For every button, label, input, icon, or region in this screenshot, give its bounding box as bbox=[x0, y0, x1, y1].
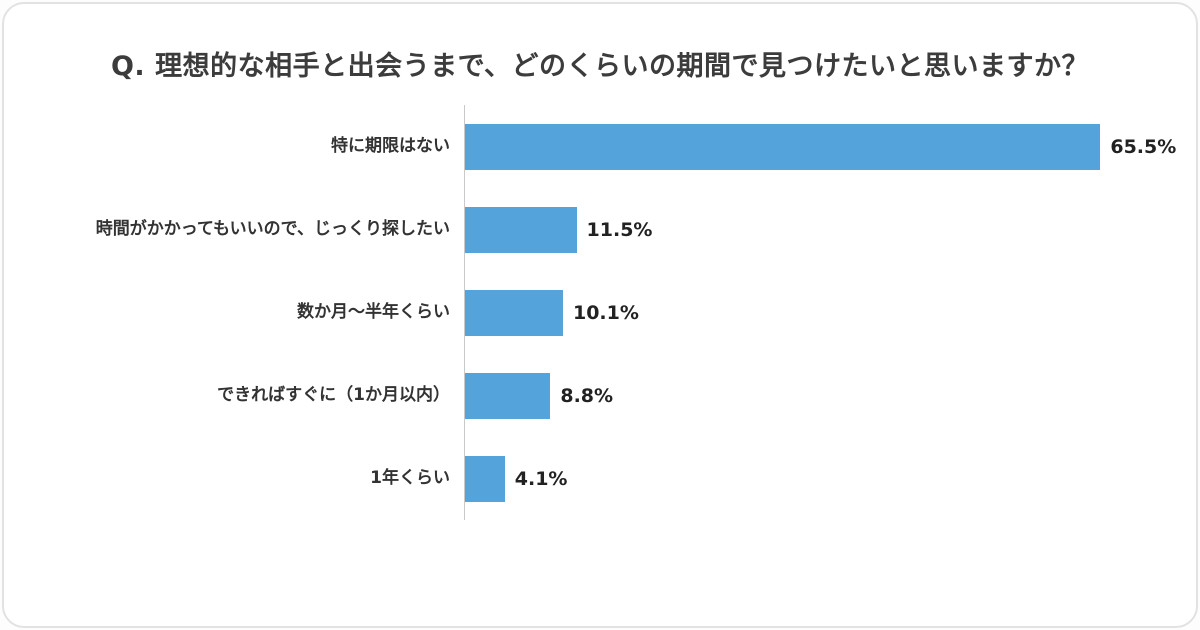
bar-area: 65.5% bbox=[464, 105, 1196, 188]
bar-row: 1年くらい 4.1% bbox=[26, 437, 1196, 520]
category-label: 時間がかかってもいいので、じっくり探したい bbox=[95, 219, 450, 240]
category-label: 1年くらい bbox=[370, 468, 450, 489]
bar-area: 8.8% bbox=[464, 354, 1196, 437]
bar-area: 4.1% bbox=[464, 437, 1196, 520]
bar-chart: 特に期限はない 65.5% 時間がかかってもいいので、じっくり探したい 11.5% 数か… bbox=[4, 105, 1196, 520]
bar bbox=[465, 123, 1101, 170]
value-label: 4.1% bbox=[514, 467, 568, 490]
bar-area: 11.5% bbox=[464, 188, 1196, 271]
bar-row: 数か月〜半年くらい 10.1% bbox=[26, 271, 1196, 354]
bar-row: できればすぐに（1か月以内） 8.8% bbox=[26, 354, 1196, 437]
category-label: 特に期限はない bbox=[331, 136, 450, 157]
bar bbox=[465, 206, 577, 253]
bar-row: 時間がかかってもいいので、じっくり探したい 11.5% bbox=[26, 188, 1196, 271]
value-label: 8.8% bbox=[560, 384, 614, 407]
bar-area: 10.1% bbox=[464, 271, 1196, 354]
bar bbox=[465, 455, 505, 502]
bar-row: 特に期限はない 65.5% bbox=[26, 105, 1196, 188]
chart-title: Q. 理想的な相手と出会うまで、どのくらいの期間で見つけたいと思いますか？ bbox=[110, 51, 1090, 82]
category-label: できればすぐに（1か月以内） bbox=[217, 385, 450, 406]
category-label: 数か月〜半年くらい bbox=[297, 302, 450, 323]
value-label: 65.5% bbox=[1110, 135, 1177, 158]
value-label: 10.1% bbox=[572, 301, 639, 324]
bar bbox=[465, 289, 563, 336]
bar bbox=[465, 372, 551, 419]
bar-rows: 特に期限はない 65.5% 時間がかかってもいいので、じっくり探したい 11.5% 数か… bbox=[26, 105, 1196, 520]
value-label: 11.5% bbox=[586, 218, 653, 241]
